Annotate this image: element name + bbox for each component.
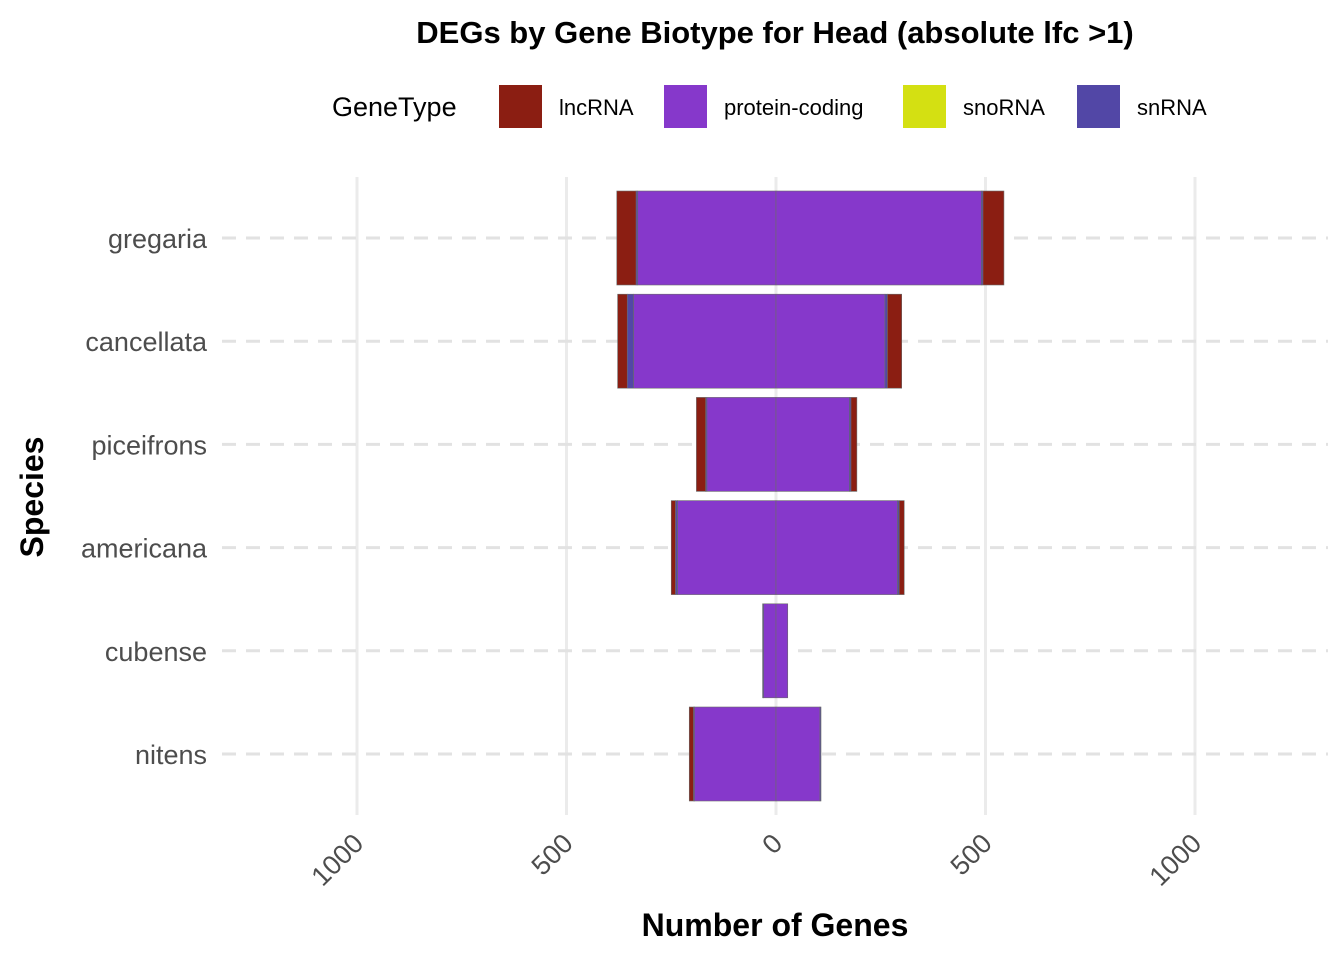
legend-title: GeneType	[332, 92, 457, 122]
bar-cubense-protein-coding-down	[763, 603, 777, 699]
bar-cancellata-protein-coding-up	[775, 293, 886, 389]
y-axis-label: Species	[14, 437, 50, 558]
bar-cancellata-lncrna-down	[617, 293, 628, 389]
x-axis-label: Number of Genes	[642, 907, 909, 943]
bar-americana-snrna-down	[675, 500, 678, 595]
y-tick-labels: gregaria cancellata piceifrons americana cub…	[81, 224, 208, 770]
y-tick-label-cancellata: cancellata	[85, 327, 208, 357]
y-tick-label-americana: americana	[81, 534, 208, 564]
y-tick-label-gregaria: gregaria	[108, 224, 208, 254]
bar-piceifrons-protein-coding-down	[706, 397, 777, 492]
bar-gregaria-lncrna-down	[616, 190, 637, 286]
bar-piceifrons-lncrna-down	[696, 397, 706, 492]
bar-americana-lncrna-down	[670, 500, 676, 595]
legend-swatch-lncrna	[499, 85, 542, 128]
legend-label-lncrna: lncRNA	[559, 95, 634, 120]
bars	[616, 190, 1005, 802]
bar-piceifrons-protein-coding-up	[775, 397, 850, 492]
y-tick-label-nitens: nitens	[135, 740, 207, 770]
x-tick-labels: 1000 500 0 500 1000	[306, 828, 1208, 892]
bar-cancellata-snrna-up	[884, 293, 888, 389]
bar-nitens-snrna-up	[819, 706, 822, 802]
legend-label-protein-coding: protein-coding	[724, 95, 863, 120]
bar-cancellata-snrna-down	[626, 293, 634, 389]
x-tick-label: 500	[945, 828, 998, 881]
bar-gregaria-lncrna-up	[982, 190, 1005, 286]
bar-cubense-protein-coding-up	[775, 603, 789, 699]
bar-nitens-protein-coding-up	[775, 706, 821, 802]
legend-label-snorna: snoRNA	[963, 95, 1045, 120]
chart-title: DEGs by Gene Biotype for Head (absolute …	[416, 15, 1133, 50]
legend-label-snrna: snRNA	[1137, 95, 1207, 120]
x-tick-label: 1000	[1144, 828, 1208, 892]
bar-cubense-snrna-down	[762, 603, 764, 699]
bar-americana-lncrna-up	[898, 500, 905, 595]
bar-americana-protein-coding-down	[677, 500, 777, 595]
bar-nitens-protein-coding-down	[693, 706, 777, 802]
legend: GeneType lncRNA protein-coding snoRNA snRNA	[332, 85, 1207, 128]
bar-americana-protein-coding-up	[775, 500, 898, 595]
x-tick-label: 1000	[306, 828, 370, 892]
bar-piceifrons-lncrna-up	[850, 397, 858, 492]
legend-swatch-snrna	[1077, 85, 1120, 128]
bar-gregaria-protein-coding-down	[637, 190, 777, 286]
x-tick-label: 0	[756, 828, 788, 860]
y-tick-label-piceifrons: piceifrons	[91, 430, 207, 460]
bar-gregaria-protein-coding-up	[775, 190, 982, 286]
bar-cancellata-protein-coding-down	[633, 293, 777, 389]
legend-swatch-snorna	[903, 85, 946, 128]
x-tick-label: 500	[526, 828, 579, 881]
bar-nitens-lncrna-down	[688, 706, 694, 802]
y-tick-label-cubense: cubense	[105, 637, 207, 667]
bar-cancellata-lncrna-up	[887, 293, 902, 389]
legend-swatch-protein-coding	[664, 85, 707, 128]
